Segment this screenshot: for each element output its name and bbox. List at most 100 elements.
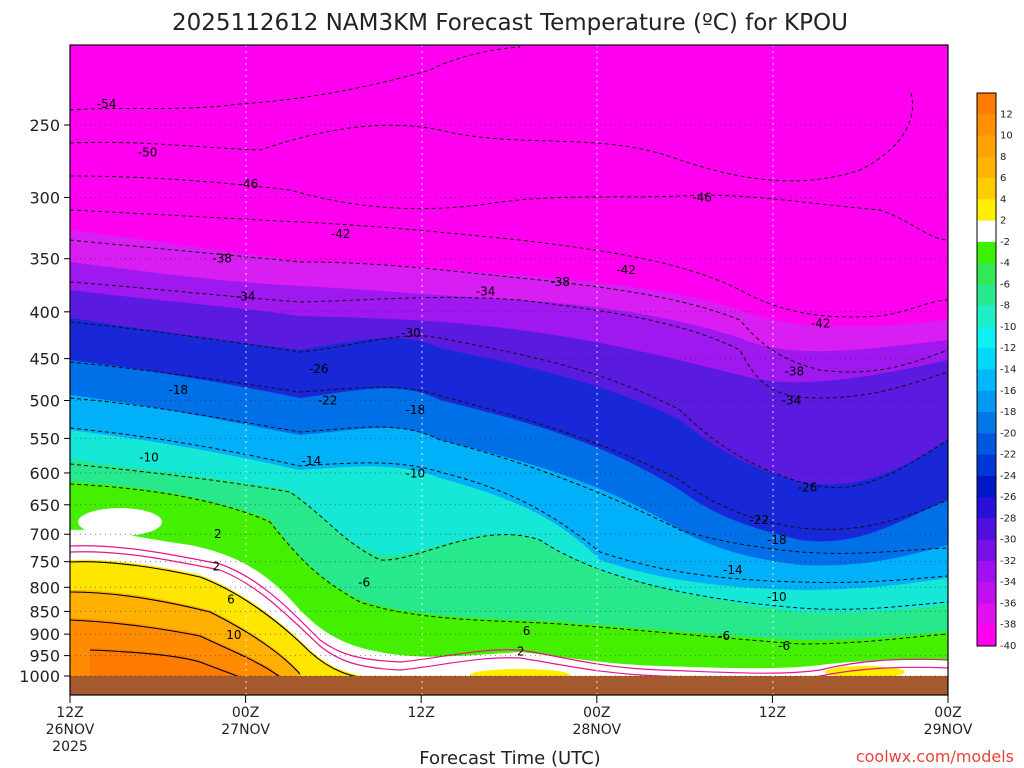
contour-label-text: -22 xyxy=(318,394,338,408)
x-tick-label: 2025 xyxy=(52,739,88,755)
contour-label-text: 6 xyxy=(523,624,531,638)
contour-label: 6 xyxy=(523,624,531,638)
contour-label: -10 xyxy=(406,467,426,481)
contour-label: -18 xyxy=(168,383,188,397)
colorbar-label: -22 xyxy=(1000,450,1016,461)
x-tick-label: 00Z xyxy=(934,705,961,721)
terrain-strip xyxy=(70,676,948,695)
colorbar-swatch xyxy=(977,135,996,158)
y-tick-label: 550 xyxy=(29,429,60,448)
colorbar-swatch xyxy=(977,518,996,541)
contour-line xyxy=(70,561,381,681)
colorbar-label: -28 xyxy=(1000,513,1016,524)
x-axis-label: Forecast Time (UTC) xyxy=(419,748,600,768)
contour-label-text: -14 xyxy=(302,454,322,468)
contour-line xyxy=(70,89,914,182)
colorbar-swatch xyxy=(977,220,996,243)
colorbar-label: 6 xyxy=(1000,173,1006,184)
y-tick-label: 950 xyxy=(29,647,60,666)
colorbar-label: -24 xyxy=(1000,471,1016,482)
contour-line xyxy=(70,397,948,554)
contour-line xyxy=(70,175,948,241)
contour-label: -34 xyxy=(782,394,802,408)
colorbar-label: -18 xyxy=(1000,407,1016,418)
colorbar-frame xyxy=(976,92,997,647)
colorbar-swatch xyxy=(977,284,996,307)
y-tick-label: 350 xyxy=(29,250,60,269)
colorbar-label: -36 xyxy=(1000,598,1016,609)
colorbar-label: -20 xyxy=(1000,428,1016,439)
contour-label: -10 xyxy=(767,590,787,604)
warm-contour-lines xyxy=(70,561,381,683)
colorbar-swatch xyxy=(977,603,996,626)
contour-label-text: 2 xyxy=(517,644,525,658)
contour-label-text: -38 xyxy=(212,252,232,266)
contour-label: -6 xyxy=(358,575,370,589)
contour-line xyxy=(70,46,521,111)
colorbar-label: -6 xyxy=(1000,279,1010,290)
contour-label-text: -42 xyxy=(811,317,831,331)
contour-label-text: -30 xyxy=(401,326,421,340)
y-tick-label: 250 xyxy=(29,116,60,135)
contour-label: -18 xyxy=(406,403,426,417)
colorbar-swatch xyxy=(977,326,996,349)
contour-label: -6 xyxy=(718,629,730,643)
contour-label: -42 xyxy=(331,227,351,241)
contour-label-text: 10 xyxy=(226,628,241,642)
colorbar-label: 4 xyxy=(1000,194,1006,205)
contour-label: -26 xyxy=(309,362,329,376)
x-tick-label: 00Z xyxy=(232,705,259,721)
y-tick-label: 650 xyxy=(29,496,60,515)
colorbar-label: -14 xyxy=(1000,365,1016,376)
contour-label-text: 2 xyxy=(214,527,222,541)
colorbar-swatch xyxy=(977,369,996,392)
contour-label-text: -10 xyxy=(406,467,426,481)
colorbar-swatch xyxy=(977,433,996,456)
x-tick-label: 12Z xyxy=(407,705,434,721)
x-tick-label: 28NOV xyxy=(572,722,621,738)
x-tick-label: 00Z xyxy=(583,705,610,721)
colorbar-swatch xyxy=(977,560,996,583)
contour-label: -38 xyxy=(550,275,570,289)
x-tick-label: 26NOV xyxy=(46,722,95,738)
colorbar-label: -38 xyxy=(1000,620,1016,631)
contour-line xyxy=(70,591,301,675)
y-tick-label: 500 xyxy=(29,392,60,411)
colorbar-label: -12 xyxy=(1000,343,1016,354)
contour-label: -18 xyxy=(767,533,787,547)
y-tick-label: 1000 xyxy=(19,667,60,686)
credit-link[interactable]: coolwx.com/models xyxy=(856,747,1014,766)
y-tick-label: 700 xyxy=(29,525,60,544)
y-tick-label: 450 xyxy=(29,350,60,369)
colorbar-label: -30 xyxy=(1000,535,1016,546)
colorbar-swatch xyxy=(977,241,996,264)
colorbar-label: 8 xyxy=(1000,152,1006,163)
colorbar-swatch xyxy=(977,475,996,498)
colorbar-swatch xyxy=(977,305,996,328)
zero-line-upper xyxy=(70,545,948,674)
colorbar-swatch xyxy=(977,199,996,222)
colorbar-label: -26 xyxy=(1000,492,1016,503)
contour-label-text: -18 xyxy=(767,533,787,547)
contour-line xyxy=(70,209,948,318)
contour-label: 6 xyxy=(227,593,235,607)
colorbar-label: -8 xyxy=(1000,301,1010,312)
contour-label: -22 xyxy=(318,394,338,408)
contour-lines xyxy=(70,46,948,645)
x-tick-label: 29NOV xyxy=(924,722,973,738)
colorbar-swatch xyxy=(977,263,996,285)
contour-label-text: -34 xyxy=(782,394,802,408)
x-tick-label: 12Z xyxy=(759,705,786,721)
contour-label-text: -42 xyxy=(331,227,351,241)
contour-label: -50 xyxy=(138,146,158,160)
contour-label-text: -18 xyxy=(168,383,188,397)
colorbar-swatch xyxy=(977,539,996,562)
contour-label: -38 xyxy=(212,252,232,266)
colorbar-label: 10 xyxy=(1000,131,1013,142)
colorbar-label: 2 xyxy=(1000,216,1006,227)
contour-label: 2 xyxy=(214,527,222,541)
y-tick-label: 850 xyxy=(29,602,60,621)
y-tick-label: 400 xyxy=(29,303,60,322)
plot-frame xyxy=(69,44,949,696)
